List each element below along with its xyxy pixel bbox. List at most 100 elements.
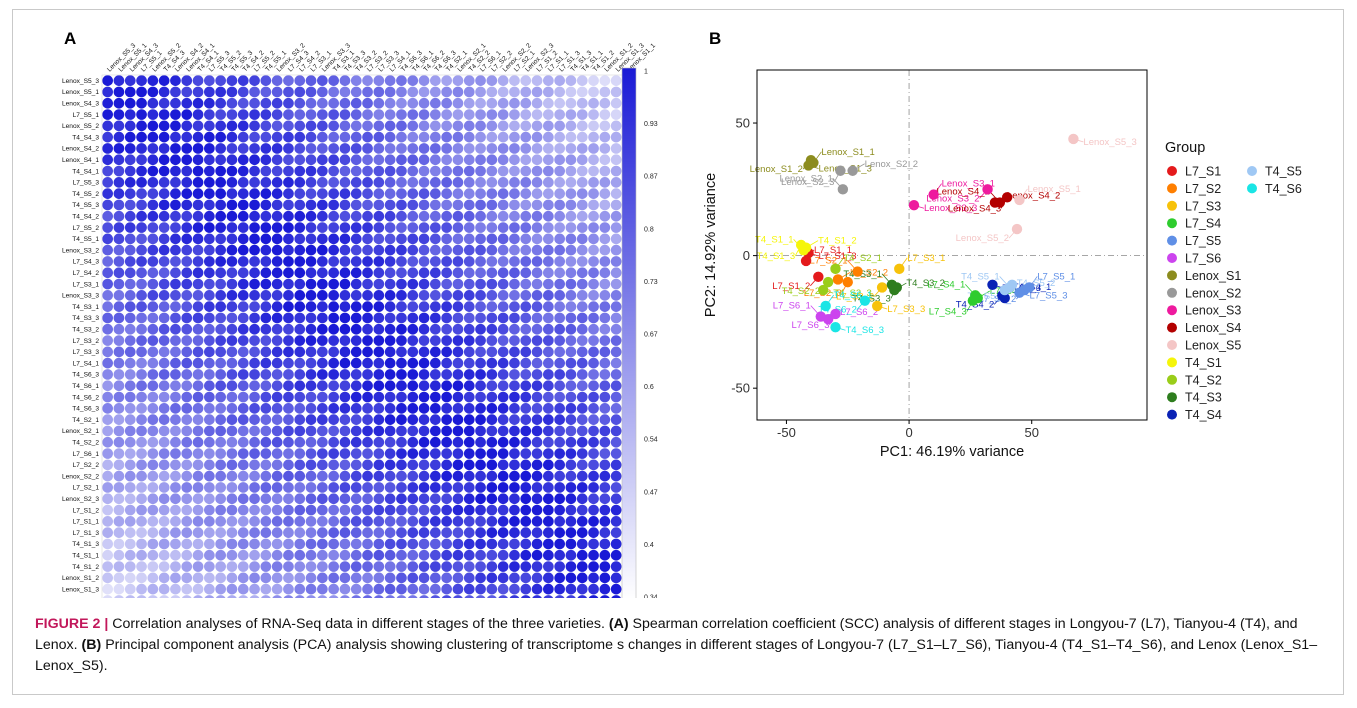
heatmap-cell xyxy=(204,256,215,267)
heatmap-cell xyxy=(407,346,419,358)
heatmap-cell xyxy=(565,380,577,392)
heatmap-cell xyxy=(317,436,328,448)
heatmap-cell xyxy=(430,131,441,143)
heatmap-cell xyxy=(170,346,181,358)
heatmap-cell xyxy=(430,244,441,256)
heatmap-cell xyxy=(599,131,611,143)
heatmap-cell xyxy=(148,595,158,598)
heatmap-cell xyxy=(452,301,464,312)
heatmap-cell xyxy=(204,436,215,448)
heatmap-cell xyxy=(192,222,204,233)
heatmap-cell xyxy=(418,583,430,595)
heatmap-cell xyxy=(305,436,317,448)
heatmap-cell xyxy=(237,233,249,245)
heatmap-cell xyxy=(486,131,498,143)
heatmap-cell xyxy=(588,380,599,392)
heatmap-cell xyxy=(543,199,554,211)
heatmap-cell xyxy=(147,109,159,120)
heatmap-cell xyxy=(147,414,159,425)
heatmap-cell xyxy=(339,97,351,109)
heatmap-cell xyxy=(181,210,193,222)
heatmap-cell xyxy=(215,143,226,154)
heatmap-cell xyxy=(497,165,509,177)
heatmap-cell xyxy=(430,561,441,572)
heatmap-cell xyxy=(565,86,577,98)
heatmap-cell xyxy=(260,369,272,380)
heatmap-cell xyxy=(260,301,272,312)
heatmap-cell xyxy=(283,256,294,267)
heatmap-cell xyxy=(102,436,113,448)
heatmap-cell xyxy=(317,493,328,505)
legend-swatch xyxy=(1167,270,1177,281)
heatmap-cell xyxy=(463,312,475,324)
heatmap-cell xyxy=(373,504,385,516)
heatmap-cell xyxy=(531,188,543,199)
heatmap-cell xyxy=(463,425,475,437)
heatmap-cell xyxy=(294,425,306,437)
heatmap-cell xyxy=(136,538,147,550)
heatmap-cell xyxy=(204,561,215,572)
heatmap-cell xyxy=(113,222,125,233)
heatmap-cell xyxy=(124,210,136,222)
heatmap-cell xyxy=(158,131,170,143)
heatmap-cell xyxy=(158,120,170,132)
heatmap-cell xyxy=(158,75,170,86)
heatmap-row-label: T4_S3_3 xyxy=(72,315,99,322)
heatmap-cell xyxy=(192,210,204,222)
pca-point xyxy=(818,284,829,296)
heatmap-cell xyxy=(136,403,147,414)
heatmap-cell xyxy=(418,493,430,505)
heatmap-cell xyxy=(249,97,260,109)
legend-label: Lenox_S4 xyxy=(1185,321,1241,335)
heatmap-cell xyxy=(102,504,113,516)
heatmap-cell xyxy=(396,380,407,392)
heatmap-cell xyxy=(486,177,498,188)
heatmap-cell xyxy=(407,267,419,279)
heatmap-cell xyxy=(384,516,396,527)
heatmap-cell xyxy=(114,595,124,598)
heatmap-cell xyxy=(430,380,441,392)
heatmap-cell xyxy=(136,391,147,403)
heatmap-cell xyxy=(271,516,283,527)
heatmap-cell xyxy=(158,504,170,516)
heatmap-cell xyxy=(328,222,339,233)
heatmap-cell xyxy=(124,244,136,256)
heatmap-cell xyxy=(215,335,226,346)
heatmap-cell xyxy=(418,278,430,290)
heatmap-cell xyxy=(339,436,351,448)
heatmap-cell xyxy=(283,131,294,143)
heatmap-cell xyxy=(249,504,260,516)
heatmap-cell xyxy=(576,527,588,538)
heatmap-cell xyxy=(362,75,373,86)
pca-ytick-label: -50 xyxy=(731,381,750,396)
heatmap-cell xyxy=(441,177,452,188)
heatmap-cell xyxy=(147,244,159,256)
heatmap-cell xyxy=(328,267,339,279)
heatmap-cell xyxy=(102,120,113,132)
heatmap-cell xyxy=(576,403,588,414)
heatmap-cell xyxy=(610,380,622,392)
heatmap-cell xyxy=(294,312,306,324)
heatmap-cell xyxy=(463,527,475,538)
heatmap-cell xyxy=(181,369,193,380)
heatmap-cell xyxy=(407,131,419,143)
heatmap-row-label: T4_S6_1 xyxy=(72,383,99,390)
heatmap-cell xyxy=(430,403,441,414)
heatmap-cell xyxy=(543,278,554,290)
heatmap-cell xyxy=(362,109,373,120)
heatmap-cell xyxy=(497,583,509,595)
heatmap-cell xyxy=(384,301,396,312)
heatmap-cell xyxy=(317,244,328,256)
legend-swatch xyxy=(1167,340,1177,350)
heatmap-cell xyxy=(136,301,147,312)
correlation-heatmap: Lenox_S5_3Lenox_S5_1Lenox_S4_3L7_S5_1Len… xyxy=(62,42,658,598)
heatmap-cell xyxy=(373,391,385,403)
heatmap-cell xyxy=(226,75,238,86)
heatmap-cell xyxy=(170,97,181,109)
heatmap-cell xyxy=(418,391,430,403)
heatmap-cell xyxy=(158,97,170,109)
heatmap-cell xyxy=(418,290,430,301)
heatmap-cell xyxy=(532,595,542,598)
heatmap-cell xyxy=(260,154,272,166)
heatmap-cell xyxy=(475,357,486,369)
